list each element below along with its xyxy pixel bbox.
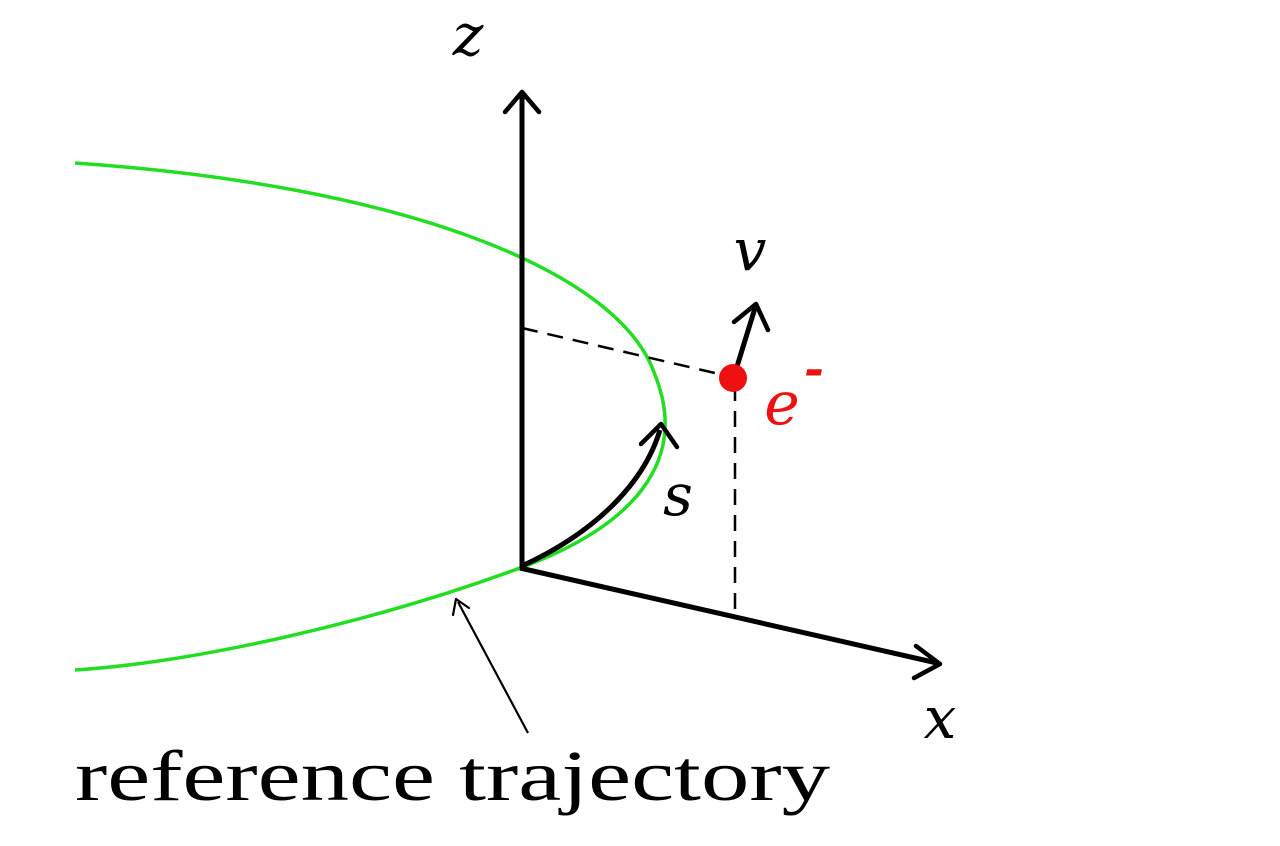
velocity-arrowhead (731, 301, 771, 333)
electron-dot (719, 364, 747, 392)
arc-length-label: s (663, 461, 693, 529)
velocity-label: v (734, 216, 767, 284)
x-axis (519, 565, 938, 666)
reference-trajectory-curve (74, 161, 667, 672)
arc-length-arrow (520, 429, 663, 569)
reference-trajectory-label: reference trajectory (75, 736, 830, 816)
trajectory-pointer-arrowhead (451, 597, 471, 617)
z-axis-arrowhead (502, 89, 542, 115)
x-axis-arrowhead (911, 643, 943, 681)
x-axis-label: x (924, 684, 957, 752)
arc-length-arrowhead (638, 421, 680, 450)
velocity-arrow (732, 307, 758, 374)
electron-charge-label: - (804, 341, 824, 397)
z-projection-dashed-line (521, 326, 733, 379)
electron-label: e (764, 369, 800, 439)
trajectory-pointer-line (457, 601, 529, 734)
z-axis-label: z (452, 1, 484, 69)
